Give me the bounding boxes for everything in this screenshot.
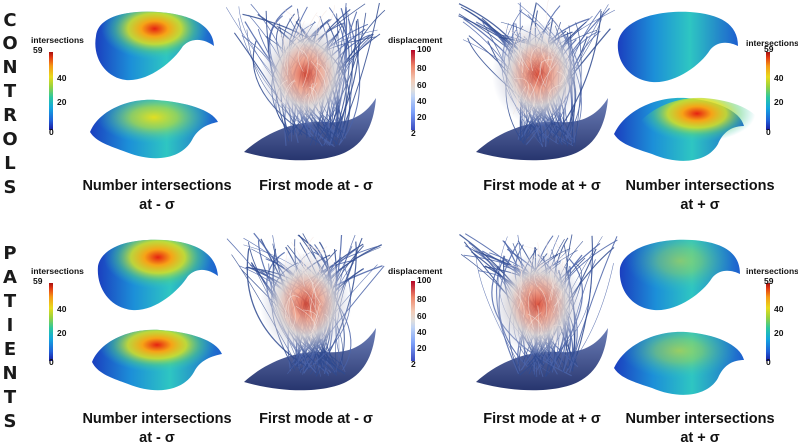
- colorbar-title: intersections: [746, 266, 798, 276]
- fiber-tract-render: [459, 233, 618, 391]
- fiber-tract-render: [226, 232, 385, 391]
- group-letter: E: [3, 339, 17, 360]
- colorbar-tick: 40: [57, 304, 67, 314]
- colorbar-tick: 2: [411, 359, 416, 369]
- colorbar-title: intersections: [746, 38, 798, 48]
- group-letter: T: [3, 387, 17, 408]
- colorbar-tick: 40: [417, 96, 427, 106]
- colorbar-tick: 40: [774, 73, 784, 83]
- caption-line: at + σ: [680, 430, 720, 446]
- colorbar-tick: 20: [774, 97, 784, 107]
- colorbar-title: displacement: [388, 266, 443, 276]
- caption-number-intersections-minus: Number intersections at - σ: [82, 177, 232, 215]
- colorbar-tick: 59: [764, 44, 774, 54]
- group-letter: O: [2, 33, 18, 54]
- caption-number-intersections-plus: Number intersections at + σ: [620, 177, 780, 215]
- caption-line: Number intersections: [82, 411, 232, 427]
- intersections-surface-render: [90, 99, 218, 159]
- group-letter: N: [2, 57, 18, 78]
- caption-number-intersections-plus: Number intersections at + σ: [620, 410, 780, 448]
- intersections-surface-render: [617, 11, 738, 83]
- colorbar-tick: 80: [417, 294, 427, 304]
- intersections-surface-render: [92, 329, 222, 391]
- caption-line: at - σ: [139, 197, 175, 213]
- colorbar-title: intersections: [31, 266, 84, 276]
- colorbar-tick: 59: [33, 45, 43, 55]
- colorbar-gradient: [766, 283, 770, 361]
- caption-line: Number intersections: [82, 178, 232, 194]
- colorbar-gradient: [411, 50, 415, 130]
- caption-first-mode-plus: First mode at + σ: [483, 178, 601, 194]
- colorbar-tick: 20: [417, 343, 427, 353]
- intersections-surface-render: [619, 239, 740, 311]
- intersections-surface-render: [95, 11, 214, 81]
- colorbar-tick: 59: [33, 276, 43, 286]
- colorbar-tick: 20: [417, 112, 427, 122]
- colorbar-tick: 20: [57, 97, 67, 107]
- caption-number-intersections-minus: Number intersections at - σ: [82, 410, 232, 448]
- group-letter: T: [3, 291, 17, 312]
- colorbar-tick: 40: [774, 304, 784, 314]
- group-letter: S: [3, 411, 17, 432]
- colorbar-tick: 0: [766, 357, 771, 367]
- intersections-surface-render: [614, 97, 762, 161]
- colorbar-gradient: [49, 52, 53, 130]
- colorbar-tick: 60: [417, 80, 427, 90]
- intersections-surface-render: [97, 239, 218, 311]
- colorbar-tick: 20: [57, 328, 67, 338]
- group-letter: C: [3, 10, 17, 31]
- colorbar-gradient: [766, 52, 770, 130]
- colorbar-gradient: [411, 281, 415, 361]
- group-letter: R: [3, 105, 17, 126]
- group-letter: O: [2, 129, 18, 150]
- colorbar-tick: 0: [49, 127, 54, 137]
- intersections-surface-render: [614, 331, 744, 395]
- group-letter: I: [6, 315, 14, 336]
- caption-line: Number intersections: [625, 178, 775, 194]
- caption-line: at - σ: [139, 430, 175, 446]
- group-letter: S: [3, 177, 17, 198]
- fiber-tract-render: [225, 2, 386, 161]
- colorbar-tick: 0: [49, 357, 54, 367]
- colorbar-tick: 2: [411, 128, 416, 138]
- colorbar-tick: 100: [417, 44, 432, 54]
- colorbar-tick: 80: [417, 63, 427, 73]
- fiber-tract-render: [458, 0, 616, 161]
- colorbar-tick: 20: [774, 328, 784, 338]
- caption-first-mode-minus: First mode at - σ: [259, 178, 373, 194]
- group-letter: P: [3, 243, 17, 264]
- colorbar-title: intersections: [31, 35, 84, 45]
- colorbar-tick: 40: [57, 73, 67, 83]
- colorbar-tick: 0: [766, 127, 771, 137]
- colorbar-tick: 60: [417, 311, 427, 321]
- group-letter: A: [3, 267, 17, 288]
- colorbar-tick: 100: [417, 275, 432, 285]
- caption-line: at + σ: [680, 197, 720, 213]
- colorbar-tick: 40: [417, 327, 427, 337]
- caption-first-mode-plus: First mode at + σ: [483, 411, 601, 427]
- colorbar-tick: 59: [764, 276, 774, 286]
- caption-line: Number intersections: [625, 411, 775, 427]
- group-letter: N: [2, 363, 18, 384]
- group-letter: L: [4, 153, 16, 174]
- caption-first-mode-minus: First mode at - σ: [259, 411, 373, 427]
- colorbar-title: displacement: [388, 35, 443, 45]
- colorbar-gradient: [49, 283, 53, 361]
- group-letter: T: [3, 81, 17, 102]
